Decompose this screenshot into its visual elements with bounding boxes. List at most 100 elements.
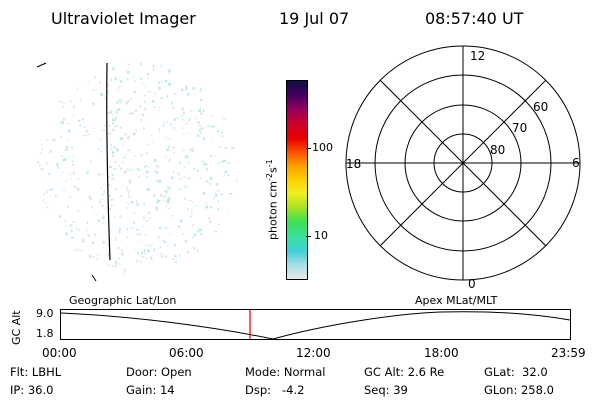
- speckle: [169, 187, 171, 191]
- speckle: [126, 78, 129, 80]
- speckle: [121, 252, 124, 256]
- speckle: [148, 244, 152, 247]
- speckle: [173, 127, 175, 130]
- x-tick-1800: 18:00: [424, 346, 459, 360]
- speckle: [130, 201, 134, 204]
- speckle: [69, 224, 73, 227]
- speckle: [190, 212, 193, 214]
- speckle: [65, 145, 69, 149]
- speckle: [41, 167, 45, 170]
- speckle: [165, 136, 167, 140]
- speckle: [63, 118, 66, 121]
- speckle: [70, 229, 73, 233]
- speckle: [123, 170, 126, 174]
- speckle: [92, 89, 95, 91]
- speckle: [119, 101, 123, 104]
- speckle: [62, 171, 64, 174]
- speckle: [192, 201, 194, 204]
- speckle: [64, 158, 67, 161]
- speckle: [145, 165, 148, 168]
- speckle: [199, 106, 201, 109]
- speckle: [200, 112, 203, 115]
- speckle: [227, 161, 230, 165]
- speckle: [118, 165, 121, 167]
- speckle: [209, 206, 213, 209]
- speckle: [148, 166, 150, 169]
- speckle: [182, 149, 186, 152]
- speckle: [88, 195, 91, 198]
- speckle: [125, 100, 127, 103]
- speckle: [210, 154, 213, 157]
- speckle: [119, 227, 121, 230]
- speckle: [44, 193, 46, 196]
- speckle: [40, 143, 42, 146]
- speckle: [154, 170, 157, 173]
- speckle: [72, 163, 75, 166]
- speckle: [202, 108, 205, 112]
- speckle: [168, 145, 171, 148]
- speckle: [99, 81, 101, 84]
- speckle: [211, 125, 215, 128]
- speckle: [111, 155, 115, 157]
- speckle: [119, 215, 122, 218]
- date-label: 19 Jul 07: [279, 9, 350, 28]
- speckle: [185, 85, 188, 89]
- x-tick-1200: 12:00: [296, 346, 331, 360]
- mode-value: Mode: Normal: [245, 365, 326, 379]
- speckle: [231, 147, 235, 150]
- speckle: [179, 254, 181, 257]
- speckle: [140, 77, 143, 81]
- speckle: [198, 228, 202, 232]
- speckle: [137, 251, 139, 255]
- speckle: [63, 102, 65, 105]
- speckle: [57, 166, 59, 170]
- speckle: [166, 95, 168, 98]
- speckle: [76, 87, 79, 90]
- speckle: [127, 190, 130, 192]
- speckle: [109, 165, 112, 168]
- dsp-value: Dsp: -4.2: [245, 383, 305, 397]
- speckle: [111, 151, 115, 155]
- speckle: [185, 155, 189, 159]
- speckle: [127, 202, 129, 204]
- speckle: [132, 159, 133, 161]
- speckle: [72, 220, 75, 223]
- speckle: [75, 248, 78, 251]
- speckle: [163, 122, 165, 124]
- speckle: [108, 176, 110, 178]
- speckle: [69, 100, 73, 103]
- speckle: [126, 247, 128, 249]
- speckle: [196, 169, 200, 172]
- speckle: [160, 97, 163, 99]
- speckle: [227, 174, 230, 176]
- speckle: [136, 200, 138, 203]
- speckle: [181, 127, 184, 129]
- speckle: [209, 177, 213, 180]
- speckle: [114, 261, 118, 264]
- speckle: [221, 135, 224, 137]
- speckle: [223, 175, 226, 177]
- speckle: [157, 201, 160, 203]
- speckle: [101, 216, 105, 220]
- speckle: [80, 98, 82, 101]
- speckle: [39, 164, 41, 167]
- x-tick-0600: 06:00: [169, 346, 204, 360]
- door-value: Door: Open: [126, 365, 192, 379]
- speckle: [173, 93, 177, 95]
- speckle: [141, 114, 145, 116]
- speckle: [191, 224, 195, 227]
- speckle: [119, 167, 122, 170]
- speckle: [112, 67, 115, 70]
- speckle: [120, 137, 123, 140]
- speckle: [118, 257, 121, 259]
- speckle: [176, 117, 179, 119]
- speckle: [184, 119, 186, 121]
- speckle: [166, 245, 169, 247]
- speckle: [114, 117, 117, 121]
- speckle: [127, 192, 129, 194]
- speckle: [192, 87, 196, 90]
- speckle: [165, 200, 169, 203]
- speckle: [64, 225, 67, 228]
- speckle: [202, 137, 205, 140]
